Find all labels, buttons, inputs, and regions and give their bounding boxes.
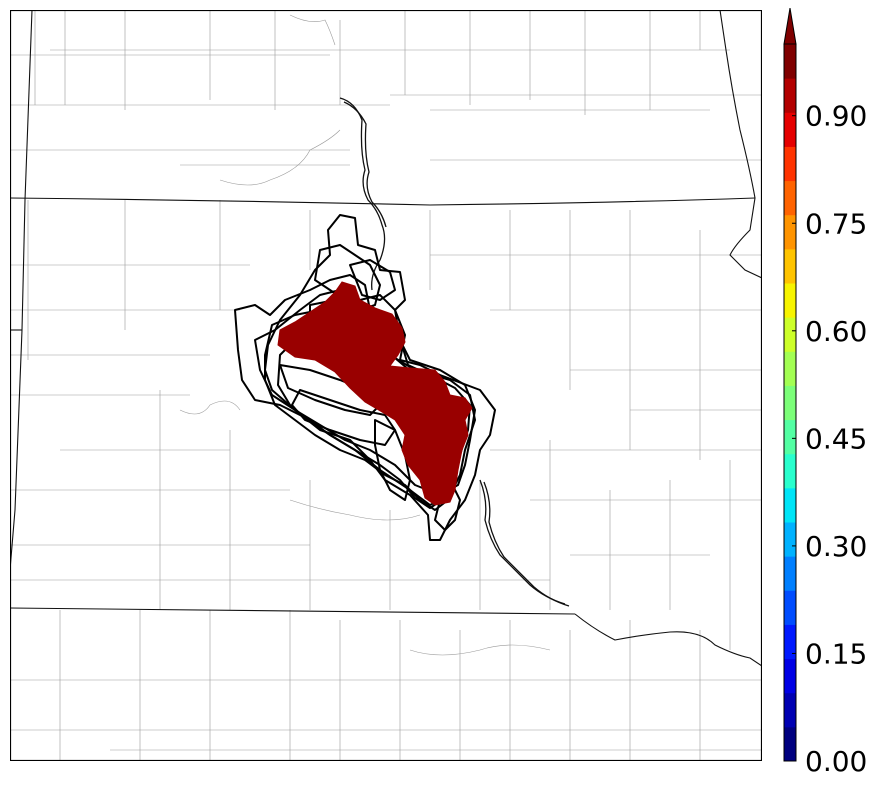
colorbar-segment xyxy=(784,44,796,79)
rivers xyxy=(339,97,570,607)
colorbar-segment xyxy=(784,556,796,591)
ensemble-contours xyxy=(234,214,496,541)
probability-area xyxy=(277,281,473,506)
colorbar-segment xyxy=(784,658,796,694)
colorbar-tick-label: 0.15 xyxy=(805,637,867,670)
colorbar-segment xyxy=(784,283,796,318)
colorbar-tick-label: 0.00 xyxy=(805,745,867,778)
colorbar-tick-label: 0.90 xyxy=(805,100,867,133)
colorbar: 0.00 0.15 0.30 0.45 0.60 0.75 0.90 xyxy=(783,8,867,778)
colorbar-segment xyxy=(784,419,796,455)
colorbar-segment xyxy=(784,487,796,523)
colorbar-tick-label: 0.30 xyxy=(805,530,867,563)
colorbar-segment xyxy=(784,146,796,182)
colorbar-segment xyxy=(784,624,796,660)
colorbar-segment xyxy=(784,692,796,728)
colorbar-tick-label: 0.75 xyxy=(805,207,867,240)
colorbar-segment xyxy=(784,351,796,386)
colorbar-segment xyxy=(784,726,796,762)
colorbar-segment xyxy=(784,453,796,489)
colorbar-segment xyxy=(784,590,796,625)
colorbar-extend-arrow xyxy=(783,8,797,45)
colorbar-segment xyxy=(784,78,796,113)
colorbar-tick-label: 0.60 xyxy=(805,315,867,348)
colorbar-segment xyxy=(784,522,796,557)
colorbar-tick-label: 0.45 xyxy=(805,422,867,455)
colorbar-segment xyxy=(784,317,796,352)
colorbar-segment xyxy=(784,112,796,147)
colorbar-segment xyxy=(784,248,796,284)
colorbar-segment xyxy=(784,385,796,421)
map-panel xyxy=(10,10,762,761)
state-borders xyxy=(10,10,762,667)
colorbar-ticks: 0.00 0.15 0.30 0.45 0.60 0.75 0.90 xyxy=(792,100,867,778)
colorbar-segments xyxy=(784,44,796,762)
colorbar-segment xyxy=(784,180,796,216)
colorbar-segment xyxy=(784,214,796,250)
county-lines xyxy=(10,10,762,761)
